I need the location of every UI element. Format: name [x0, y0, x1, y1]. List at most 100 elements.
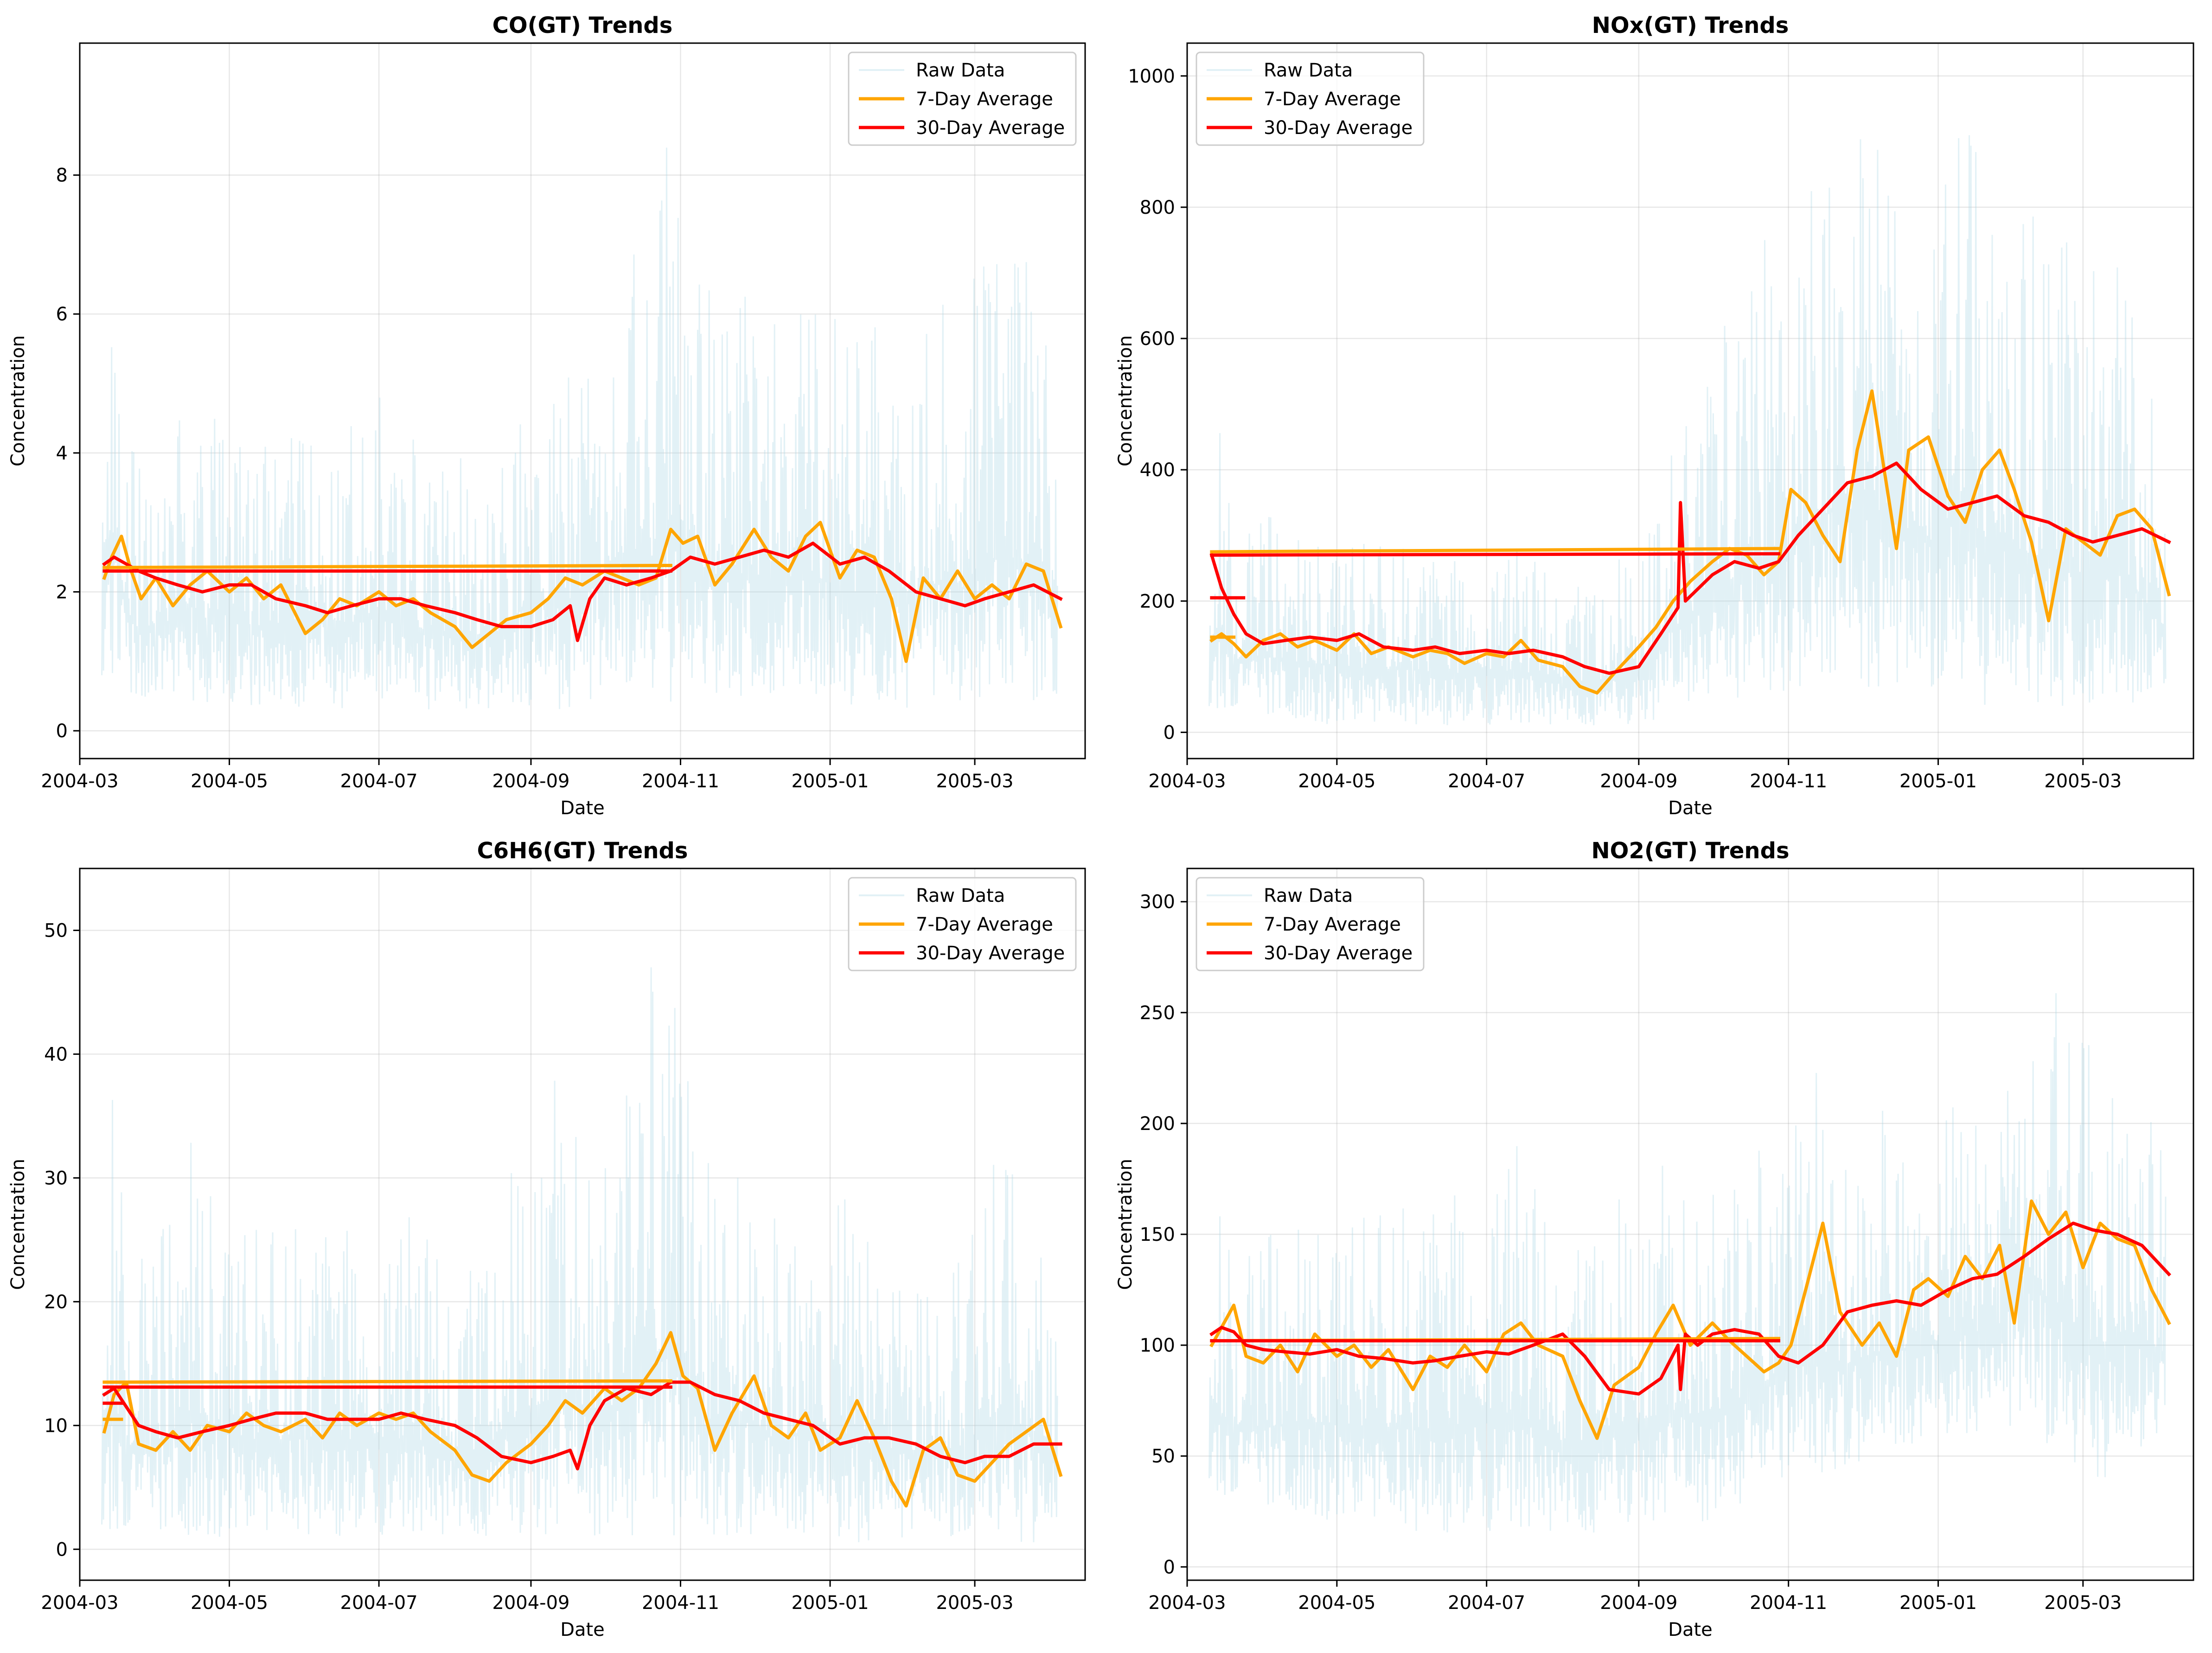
- legend: Raw Data 7-Day Average 30-Day Average: [848, 877, 1077, 971]
- chart-title: C6H6(GT) Trends: [477, 838, 688, 864]
- x-tick-label: 2004-09: [1600, 1592, 1677, 1614]
- legend-box: [848, 877, 1077, 971]
- x-tick-label: 2005-03: [2044, 771, 2122, 792]
- y-tick-label: 0: [1164, 722, 1175, 743]
- y-axis-label: Concentration: [1115, 335, 1136, 466]
- legend-entry-label: Raw Data: [916, 885, 1005, 906]
- x-tick-label: 2005-03: [936, 771, 1013, 792]
- series-30-day-average-line: [1209, 1221, 2172, 1396]
- legend: Raw Data 7-Day Average 30-Day Average: [848, 51, 1077, 146]
- legend: Raw Data 7-Day Average 30-Day Average: [1196, 877, 1425, 971]
- series-raw-data-line: [101, 147, 1058, 709]
- x-tick-label: 2004-11: [1750, 1592, 1827, 1614]
- y-tick-label: 20: [44, 1291, 68, 1313]
- y-axis-label: Concentration: [7, 1159, 29, 1290]
- y-tick-label: 600: [1140, 328, 1175, 350]
- x-axis-label: Date: [560, 1619, 605, 1640]
- y-tick-label: 8: [56, 165, 68, 186]
- x-axis-label: Date: [1668, 1619, 1713, 1640]
- plot-area: [101, 967, 1063, 1543]
- series-segment-line: [1210, 547, 1781, 554]
- x-tick-label: 2004-11: [642, 1592, 719, 1614]
- series-30-day-average-line: [102, 1380, 1062, 1471]
- legend-entry-label: 7-Day Average: [916, 89, 1053, 110]
- series-7-day-average-line: [102, 521, 1063, 663]
- x-tick-label: 2004-05: [191, 1592, 268, 1614]
- series-7-day-average-line: [1209, 389, 2171, 695]
- chart-title: NOx(GT) Trends: [1592, 13, 1789, 38]
- legend-box: [1196, 51, 1425, 146]
- y-tick-label: 2: [56, 581, 68, 603]
- x-tick-label: 2004-09: [1600, 771, 1677, 792]
- plot-area: [1208, 993, 2172, 1533]
- x-tick-label: 2004-09: [492, 771, 569, 792]
- y-axis-label: Concentration: [7, 335, 29, 466]
- legend-entry-label: 30-Day Average: [1264, 943, 1413, 964]
- legend-entry-label: 7-Day Average: [916, 914, 1053, 935]
- series-30-day-average-line: [102, 542, 1063, 642]
- legend-entry-label: 30-Day Average: [916, 943, 1065, 964]
- x-tick-label: 2004-11: [1750, 771, 1827, 792]
- x-tick-label: 2004-07: [340, 771, 418, 792]
- plot-area: [1208, 135, 2171, 726]
- y-tick-label: 800: [1140, 197, 1175, 218]
- x-tick-label: 2005-01: [1899, 771, 1977, 792]
- x-tick-label: 2004-11: [642, 771, 719, 792]
- x-tick-label: 2004-03: [41, 1592, 118, 1614]
- y-tick-label: 10: [44, 1415, 68, 1436]
- y-tick-label: 400: [1140, 460, 1175, 481]
- x-tick-label: 2004-03: [1148, 771, 1226, 792]
- x-tick-label: 2004-03: [1148, 1592, 1226, 1614]
- x-tick-label: 2005-01: [1899, 1592, 1977, 1614]
- legend: Raw Data 7-Day Average 30-Day Average: [1196, 51, 1425, 146]
- legend-entry-label: 7-Day Average: [1264, 89, 1401, 110]
- y-tick-label: 250: [1140, 1002, 1175, 1024]
- legend-box: [1196, 877, 1425, 971]
- axes-frame: [1186, 42, 2194, 759]
- x-tick-label: 2004-07: [1448, 771, 1525, 792]
- y-tick-label: 50: [1151, 1446, 1175, 1467]
- y-tick-label: 6: [56, 304, 68, 325]
- x-tick-label: 2005-03: [936, 1592, 1013, 1614]
- x-tick-label: 2005-01: [791, 771, 869, 792]
- x-tick-label: 2004-07: [1448, 1592, 1525, 1614]
- chart-title: CO(GT) Trends: [492, 13, 673, 38]
- chart-panel-2: 0 10 20 30 40 50 2004-03 2004-05 2004-07 2004-09 2…: [7, 838, 1086, 1640]
- series-raw-data-line: [1208, 993, 2167, 1533]
- y-tick-label: 100: [1140, 1335, 1175, 1356]
- y-tick-label: 0: [1164, 1557, 1175, 1578]
- legend-entry-label: 30-Day Average: [916, 117, 1065, 139]
- series-segment-line: [102, 1379, 672, 1384]
- y-tick-label: 30: [44, 1168, 68, 1189]
- x-tick-label: 2004-09: [492, 1592, 569, 1614]
- y-tick-label: 0: [56, 1539, 68, 1560]
- chart-title: NO2(GT) Trends: [1591, 838, 1789, 864]
- y-tick-label: 200: [1140, 1113, 1175, 1135]
- y-tick-label: 50: [44, 920, 68, 941]
- legend-entry-label: Raw Data: [916, 60, 1005, 81]
- x-tick-label: 2004-03: [41, 771, 118, 792]
- y-tick-label: 0: [56, 721, 68, 742]
- chart-panel-0: 0 2 4 6 8 2004-03 2004-05 2004-07 2004-09 2004-11…: [7, 13, 1086, 819]
- y-tick-label: 200: [1140, 591, 1175, 612]
- x-axis-label: Date: [1668, 798, 1713, 819]
- series-segment-line: [1210, 552, 1781, 557]
- chart-panel-1: 0 200 400 600 800 1000 2004-03 2004-05 2004-07 20…: [1115, 13, 2194, 819]
- y-tick-label: 40: [44, 1044, 68, 1065]
- chart-panel-3: 0 50 100 150 200 250 300 2004-03 2004-05 2004-07 2…: [1115, 838, 2194, 1640]
- y-tick-label: 4: [56, 443, 68, 464]
- plot-area: [101, 147, 1063, 709]
- axes-frame: [1186, 868, 2194, 1581]
- y-tick-label: 150: [1140, 1224, 1175, 1245]
- legend-entry-label: Raw Data: [1264, 885, 1353, 906]
- y-axis-label: Concentration: [1115, 1159, 1136, 1290]
- legend-box: [848, 51, 1077, 146]
- series-7-day-average-line: [1209, 1199, 2171, 1440]
- x-axis-label: Date: [560, 798, 605, 819]
- x-tick-label: 2004-05: [1298, 771, 1375, 792]
- x-tick-label: 2004-05: [1298, 1592, 1375, 1614]
- legend-entry-label: 30-Day Average: [1264, 117, 1413, 139]
- axes-frame: [79, 42, 1086, 759]
- series-segment-line: [102, 563, 672, 569]
